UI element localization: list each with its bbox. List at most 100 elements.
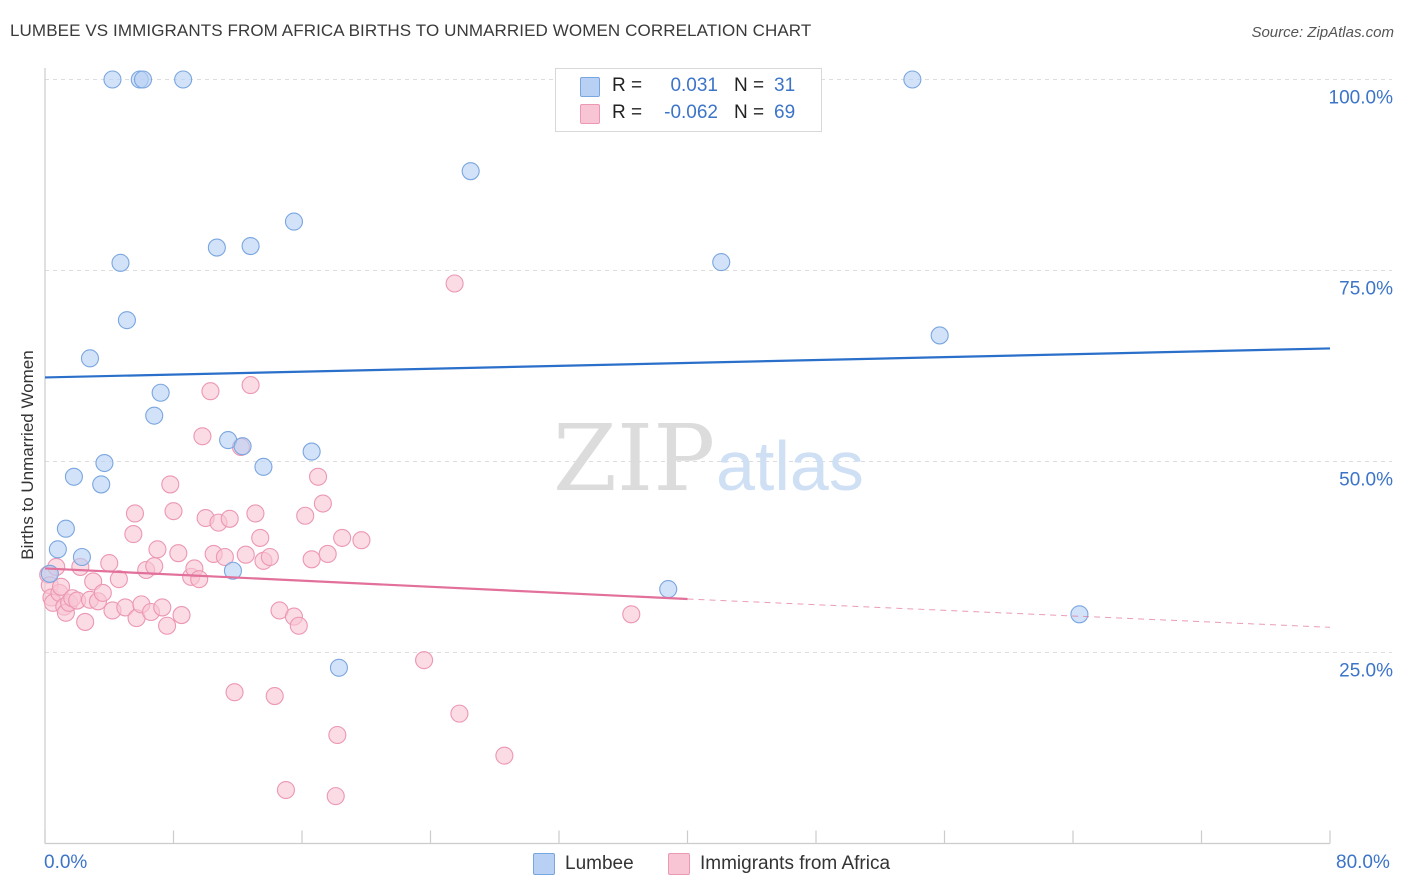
africa-point (164, 502, 183, 521)
africa-point (148, 540, 167, 559)
africa-point (296, 506, 315, 525)
africa-point (260, 547, 279, 567)
africa-point (225, 683, 244, 702)
africa-point (52, 577, 71, 596)
lumbee-point (117, 311, 136, 330)
lumbee-point (329, 658, 348, 677)
lumbee-legend-swatch (533, 853, 555, 875)
africa-point (313, 494, 332, 513)
lumbee-point (712, 253, 731, 272)
lumbee-swatch (580, 77, 600, 97)
africa-point (153, 598, 172, 617)
lumbee-point (64, 467, 83, 486)
watermark-atlas: atlas (716, 427, 864, 505)
r-value: 0.031 (670, 75, 718, 96)
n-value: 31 (774, 75, 796, 96)
legend-row-lumbee: R = 0.031 N = 31 (556, 73, 821, 101)
africa-point (93, 583, 112, 602)
lumbee-point (95, 453, 114, 473)
africa-point (265, 686, 284, 706)
trend-lines (44, 347, 1331, 628)
africa-legend-swatch (668, 853, 690, 875)
n-label: N = (734, 102, 765, 123)
lumbee-point (254, 457, 273, 476)
africa-point (333, 528, 352, 547)
grid-lines (45, 79, 1392, 653)
lumbee-point (1070, 605, 1089, 624)
africa-point (215, 547, 234, 567)
lumbee-point (659, 580, 678, 599)
africa-point (318, 544, 337, 563)
y-tick-label: 100.0% (1329, 88, 1394, 109)
lumbee-point (223, 561, 242, 580)
africa-point (161, 475, 180, 494)
lumbee-point (151, 383, 170, 402)
y-tick-label: 25.0% (1339, 661, 1393, 682)
africa-point (125, 504, 144, 523)
africa-point (158, 616, 177, 635)
y-tick-labels: 100.0% 75.0% 50.0% 25.0% (1329, 88, 1394, 682)
lumbee-point (145, 406, 164, 425)
y-tick-label: 50.0% (1339, 470, 1393, 491)
africa-point (100, 554, 119, 573)
legend-label: Lumbee (565, 853, 634, 874)
africa-point (241, 376, 260, 395)
africa-point (326, 787, 345, 806)
africa-point (622, 605, 641, 624)
lumbee-point (903, 70, 922, 89)
lumbee-point (930, 326, 949, 345)
lumbee-trend-line (44, 347, 1331, 379)
lumbee-point (92, 475, 111, 494)
africa-point (302, 550, 321, 569)
africa-point (201, 382, 220, 401)
africa-point (190, 570, 209, 589)
watermark-zip: ZIP (553, 405, 715, 512)
lumbee-point (48, 540, 67, 559)
lumbee-points (40, 70, 1089, 677)
lumbee-point (284, 212, 304, 231)
africa-point (450, 704, 469, 723)
africa-swatch (580, 104, 600, 124)
lumbee-point (233, 437, 252, 456)
r-label: R = (612, 102, 643, 123)
n-value: 69 (774, 102, 796, 123)
africa-point (109, 570, 128, 589)
africa-trend-extension (687, 598, 1331, 628)
africa-point (236, 545, 255, 564)
africa-point (328, 725, 347, 745)
lumbee-point (241, 237, 260, 256)
lumbee-point (103, 70, 122, 89)
lumbee-point (302, 442, 321, 461)
africa-point (352, 531, 371, 550)
africa-point (251, 528, 270, 547)
africa-point (289, 616, 308, 635)
series-legend: Lumbee Immigrants from Africa (0, 852, 1406, 878)
africa-point (415, 651, 434, 670)
africa-point (76, 612, 95, 631)
africa-point (276, 780, 295, 800)
africa-trend-line (44, 567, 688, 601)
legend-label: Immigrants from Africa (700, 853, 891, 874)
legend-row-africa: R = -0.062 N = 69 (556, 100, 821, 128)
lumbee-point (133, 70, 153, 89)
africa-point (445, 274, 464, 293)
africa-point (495, 746, 514, 765)
lumbee-point (56, 519, 75, 538)
source-label: Source: ZipAtlas.com (1251, 24, 1394, 41)
chart-title: LUMBEE VS IMMIGRANTS FROM AFRICA BIRTHS … (10, 21, 812, 40)
africa-point (193, 427, 212, 446)
lumbee-point (461, 162, 480, 181)
axes (44, 68, 1331, 845)
africa-points (39, 274, 641, 806)
africa-point (246, 504, 265, 523)
africa-point (220, 509, 239, 528)
africa-point (172, 606, 191, 625)
lumbee-point (80, 349, 100, 368)
watermark: ZIP atlas (553, 405, 864, 512)
r-label: R = (612, 75, 643, 96)
lumbee-point (207, 238, 226, 257)
africa-point (309, 467, 328, 486)
correlation-legend: R = 0.031 N = 31 R = -0.062 N = 69 (555, 68, 822, 132)
africa-point (124, 525, 143, 544)
